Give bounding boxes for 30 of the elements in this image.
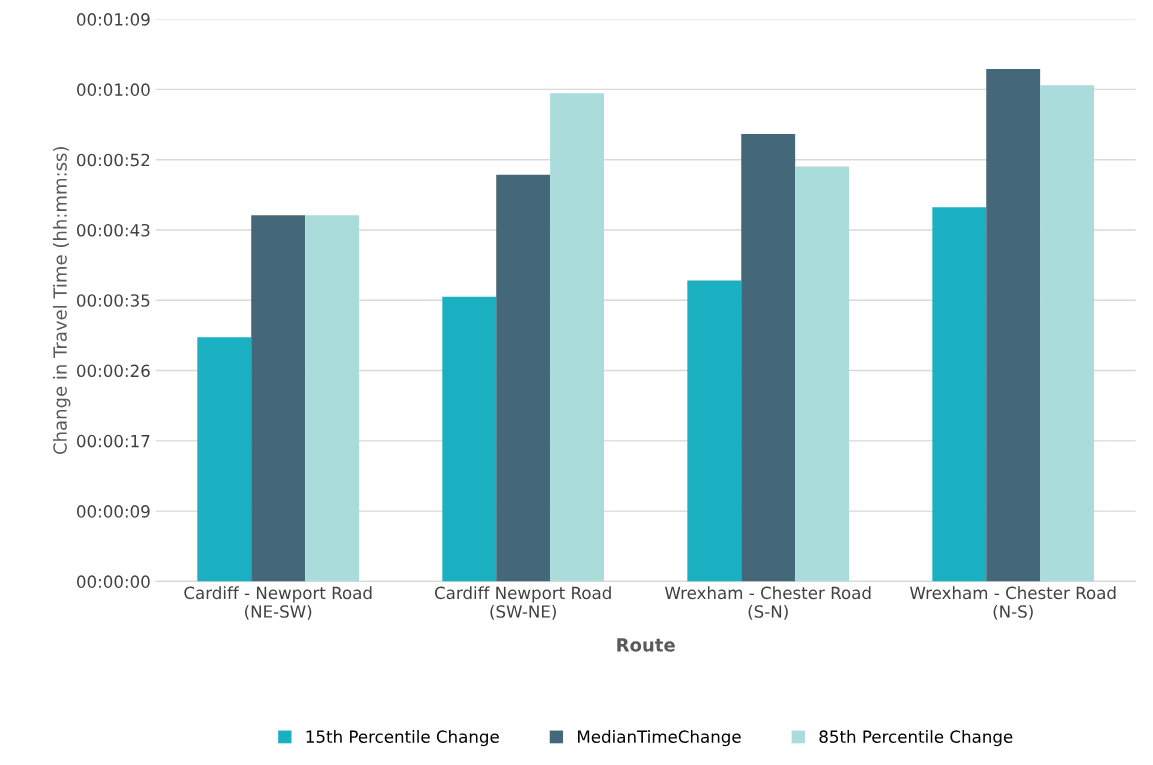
y-tick-label: 00:01:09 <box>77 13 150 26</box>
y-tick-label: 00:00:17 <box>77 434 150 448</box>
legend-label: 15th Percentile Change <box>306 730 499 747</box>
bar <box>251 215 306 582</box>
y-tick-label: 00:00:09 <box>77 505 150 518</box>
bar <box>550 93 605 582</box>
bar <box>442 296 497 582</box>
bar <box>741 133 796 582</box>
bar <box>687 280 742 582</box>
y-tick-label: 00:00:35 <box>77 294 150 307</box>
x-tick-label: Cardiff Newport Road (SW-NE) <box>434 586 611 620</box>
bar <box>932 207 987 582</box>
y-tick-label: 00:01:00 <box>77 83 150 96</box>
bar <box>795 166 850 582</box>
x-tick-label: Cardiff - Newport Road (NE-SW) <box>184 586 372 620</box>
x-axis-title: Route <box>617 638 675 652</box>
legend-label: MedianTimeChange <box>578 730 741 747</box>
bar <box>986 68 1041 582</box>
bar <box>305 215 360 582</box>
x-tick-label: Wrexham - Chester Road (S-N) <box>664 586 871 620</box>
y-tick-label: 00:00:00 <box>77 575 150 588</box>
y-tick-label: 00:00:26 <box>77 364 150 378</box>
y-axis-title: Change in Travel Time (hh:mm:ss) <box>52 147 71 454</box>
y-tick-label: 00:00:52 <box>77 153 150 167</box>
legend-label: 85th Percentile Change <box>819 730 1013 747</box>
bar <box>496 174 551 582</box>
bar <box>1040 85 1095 582</box>
x-tick-label: Wrexham - Chester Road (N-S) <box>909 586 1116 620</box>
bar <box>197 337 252 582</box>
y-tick-label: 00:00:43 <box>77 223 150 237</box>
